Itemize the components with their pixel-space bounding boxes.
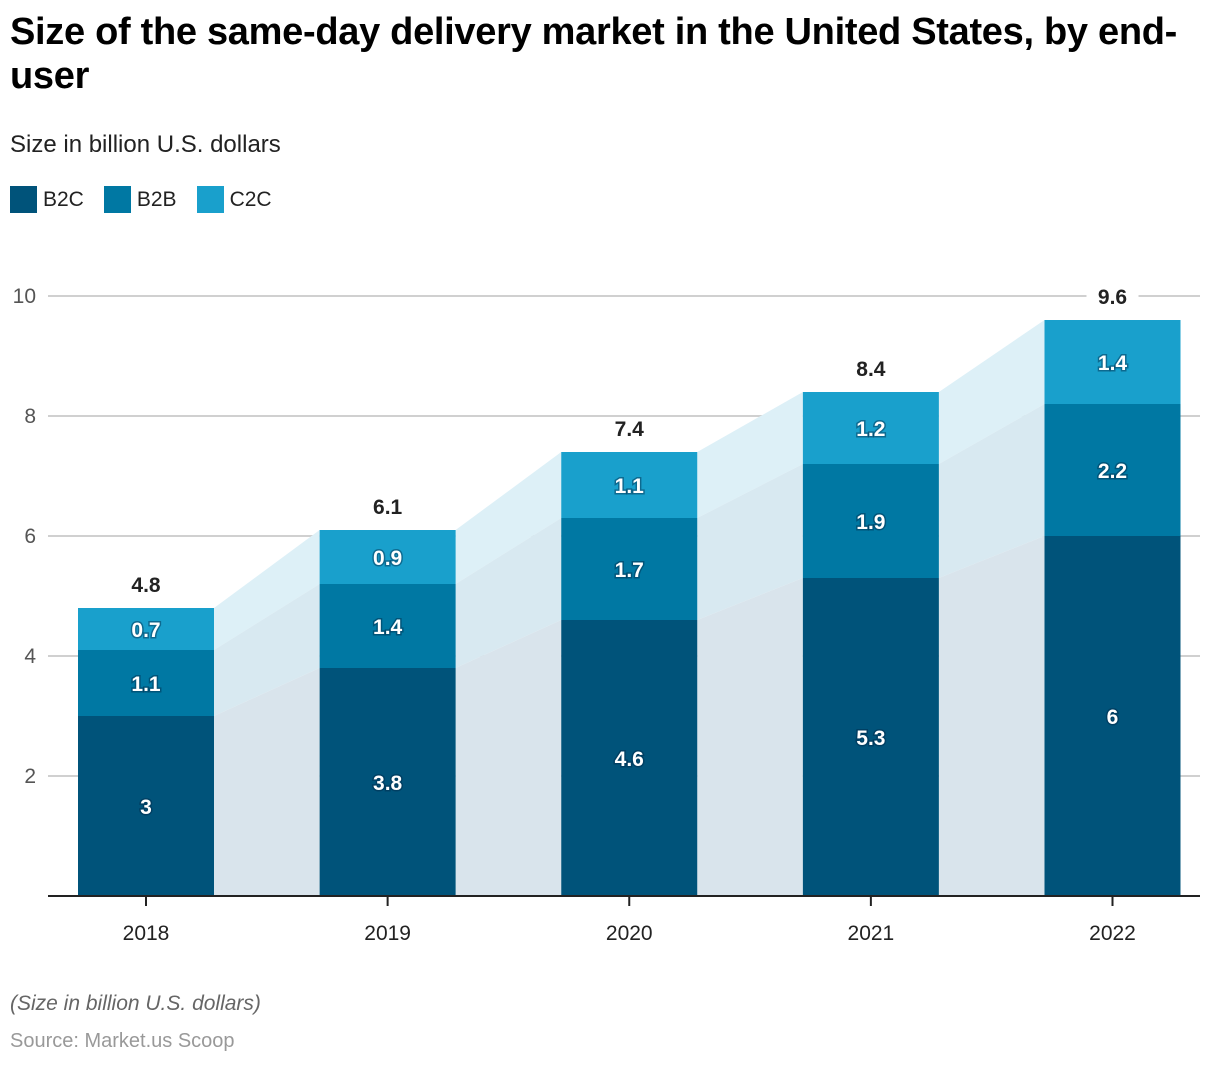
legend-swatch-b2c bbox=[10, 186, 37, 213]
bar-segment-b2b-2019[interactable] bbox=[319, 584, 456, 668]
connector-area-b2c bbox=[455, 620, 562, 896]
total-label-2018: 4.8 bbox=[131, 574, 161, 597]
connector-area-c2c bbox=[214, 530, 320, 650]
total-label-2022: 9.6 bbox=[1098, 286, 1127, 309]
x-tick-label: 2019 bbox=[364, 922, 411, 945]
bar-segment-c2c-2021[interactable] bbox=[802, 392, 939, 464]
segment-label-b2c-2021: 5.3 bbox=[856, 727, 885, 750]
source-text: Source: Market.us Scoop bbox=[10, 1030, 235, 1052]
segment-label-b2c-2018: 3 bbox=[140, 796, 152, 819]
segment-label-b2b-2020: 1.7 bbox=[615, 559, 644, 582]
segment-label-c2c-2021: 1.2 bbox=[856, 418, 885, 441]
bar-segment-c2c-2020[interactable] bbox=[561, 452, 698, 518]
bar-segment-b2b-2021[interactable] bbox=[802, 464, 939, 578]
x-tick-label: 2021 bbox=[848, 922, 895, 945]
footer-note: (Size in billion U.S. dollars) bbox=[10, 992, 261, 1015]
legend-swatch-b2b bbox=[103, 186, 131, 213]
legend-label-b2c: B2C bbox=[43, 187, 84, 211]
x-tick-label: 2018 bbox=[123, 922, 170, 945]
data-labels: 3 1.1 0.7 4.8 3.8 1.4 0.9 6.1 4.6 1.7 1.1 7.4 5.3 1.9… bbox=[130, 284, 1139, 821]
y-tick-label: 8 bbox=[24, 405, 36, 428]
y-tick-label: 10 bbox=[13, 285, 36, 308]
bar-segment-b2b-2020[interactable] bbox=[561, 518, 698, 620]
legend-swatch-c2c bbox=[196, 186, 224, 213]
segment-label-c2c-2022: 1.4 bbox=[1098, 352, 1128, 375]
connector-area-c2c bbox=[455, 452, 562, 584]
connector-area-b2c bbox=[697, 578, 803, 896]
legend-item-b2c[interactable]: B2C bbox=[10, 186, 84, 213]
segment-label-b2b-2018: 1.1 bbox=[131, 673, 161, 696]
legend-item-b2b[interactable]: B2B bbox=[103, 186, 177, 213]
axes: 2 4 6 8 10 2018 2019 2020 2021 2022 bbox=[13, 285, 1200, 945]
bar-segment-b2c-2018[interactable] bbox=[78, 716, 214, 896]
connector-area-c2c bbox=[938, 320, 1045, 464]
bar-segment-c2c-2019[interactable] bbox=[319, 530, 456, 584]
legend: B2C B2B C2C bbox=[10, 186, 272, 213]
x-tick-label: 2022 bbox=[1089, 922, 1136, 945]
total-label-2019: 6.1 bbox=[373, 496, 403, 519]
segment-label-b2b-2022: 2.2 bbox=[1098, 460, 1127, 483]
legend-label-b2b: B2B bbox=[136, 187, 177, 211]
y-tick-label: 4 bbox=[24, 645, 36, 668]
bar-segment-b2b-2018[interactable] bbox=[78, 650, 214, 716]
segment-label-b2c-2022: 6 bbox=[1107, 706, 1119, 729]
y-tick-label: 6 bbox=[24, 525, 36, 548]
bar-segment-b2c-2022[interactable] bbox=[1044, 536, 1181, 896]
connector-area-b2c bbox=[214, 668, 320, 896]
segment-label-c2c-2019: 0.9 bbox=[373, 547, 402, 570]
bar-segment-c2c-2022[interactable] bbox=[1044, 320, 1181, 404]
segment-label-b2c-2019: 3.8 bbox=[373, 772, 403, 795]
connector-area-b2b bbox=[455, 518, 562, 668]
x-tick-label: 2020 bbox=[606, 922, 653, 945]
connector-area-b2b bbox=[697, 464, 803, 620]
bar-segment-b2c-2019[interactable] bbox=[319, 668, 456, 896]
chart-subtitle: Size in billion U.S. dollars bbox=[10, 131, 281, 158]
bar-segment-b2c-2020[interactable] bbox=[561, 620, 698, 896]
segment-label-b2b-2021: 1.9 bbox=[856, 511, 885, 534]
label-knockout bbox=[1086, 284, 1139, 310]
segment-label-b2c-2020: 4.6 bbox=[615, 748, 644, 771]
bar-segment-b2b-2022[interactable] bbox=[1044, 404, 1181, 536]
chart-title: Size of the same-day delivery market in … bbox=[10, 11, 1177, 97]
total-label-2021: 8.4 bbox=[856, 358, 886, 381]
connector-areas bbox=[214, 320, 1045, 896]
connector-area-b2c bbox=[938, 536, 1045, 896]
segment-label-c2c-2018: 0.7 bbox=[131, 619, 160, 642]
y-tick-label: 2 bbox=[24, 765, 36, 788]
total-label-2020: 7.4 bbox=[615, 418, 645, 441]
connector-area-b2b bbox=[214, 584, 320, 716]
legend-label-c2c: C2C bbox=[229, 187, 272, 211]
connector-area-c2c bbox=[697, 392, 803, 518]
segment-label-b2b-2019: 1.4 bbox=[373, 616, 403, 639]
bar-segment-b2c-2021[interactable] bbox=[802, 578, 939, 896]
segment-label-c2c-2020: 1.1 bbox=[615, 475, 645, 498]
connector-area-b2b bbox=[938, 404, 1045, 578]
bar-segment-c2c-2018[interactable] bbox=[78, 608, 214, 650]
legend-item-c2c[interactable]: C2C bbox=[196, 186, 272, 213]
bars bbox=[78, 320, 1181, 896]
